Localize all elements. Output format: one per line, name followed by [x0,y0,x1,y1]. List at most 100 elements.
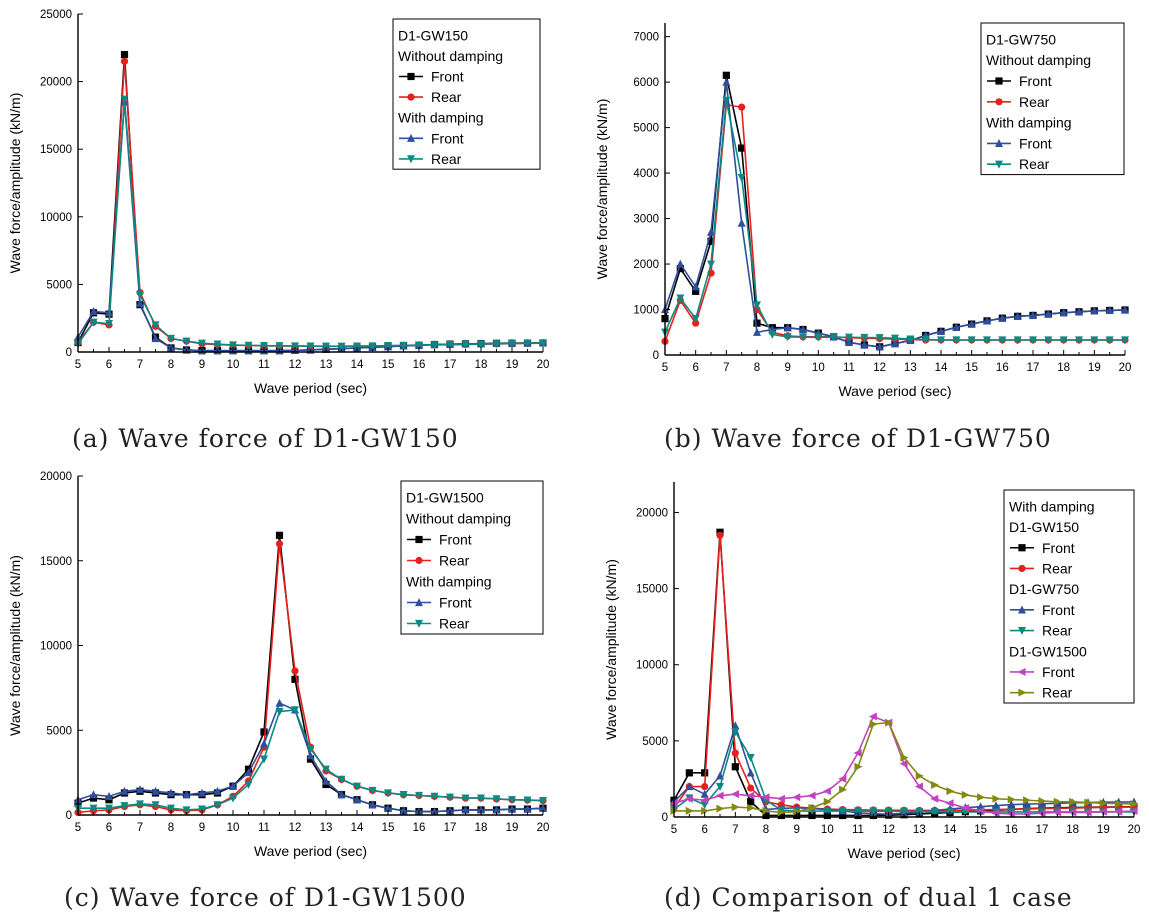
data-point-c-2-8 [198,788,206,797]
data-point-d-2-24 [1038,799,1046,808]
x-tick-label-b-10: 15 [965,362,978,374]
x-tick-label-d-13: 18 [1066,824,1079,836]
data-point-d-4-8 [792,793,801,802]
data-point-a-3-17 [337,342,346,351]
data-point-d-4-19 [960,803,969,812]
x-tick-label-c-8: 13 [320,822,333,834]
x-tick-label-c-13: 18 [475,822,488,834]
data-point-d-5-3 [716,804,725,813]
data-point-c-3-9 [213,801,222,810]
data-point-d-5-24 [1038,797,1047,806]
data-point-c-3-25 [461,794,470,803]
x-axis-title-c: Wave period (sec) [254,843,367,859]
y-tick-label-b-3: 3000 [633,214,659,226]
y-tick-label-c-0: 0 [66,810,72,822]
data-point-d-0-5 [747,798,755,806]
legend-heading-d-1: D1-GW150 [1009,519,1079,535]
data-point-b-3-21 [983,336,991,345]
data-point-c-3-10 [229,794,237,803]
data-point-d-5-28 [1099,799,1108,808]
series-a-3 [74,95,547,351]
data-point-c-3-27 [492,795,501,804]
data-point-c-3-8 [198,805,206,814]
data-point-c-2-17 [337,790,346,799]
data-point-d-3-17 [930,808,939,817]
data-point-c-3-20 [384,789,392,798]
data-point-a-3-1 [89,318,98,327]
data-point-d-2-21 [992,801,1000,810]
x-tick-label-a-15: 20 [537,359,550,371]
y-tick-label-b-6: 6000 [633,77,659,89]
data-point-c-2-12 [260,739,268,748]
data-point-d-1-4 [731,749,739,757]
data-point-b-2-19 [952,322,961,331]
legend-heading-b-4: With damping [986,115,1072,131]
y-tick-label-b-0: 0 [653,350,659,362]
data-point-d-5-26 [1069,797,1078,806]
legend-label-a-5: Front [431,130,464,146]
data-point-b-3-16 [906,335,915,344]
y-tick-label-b-7: 7000 [633,32,659,44]
legend-heading-d-0: With damping [1009,498,1095,514]
x-tick-label-c-4: 9 [199,822,205,834]
data-point-c-2-21 [399,806,408,815]
legend-heading-b-1: Without damping [986,52,1091,68]
data-point-a-3-2 [105,320,113,329]
data-point-b-3-4 [722,96,731,105]
data-point-d-5-17 [931,781,940,790]
data-point-c-2-16 [322,776,330,785]
data-point-a-3-16 [322,342,330,351]
data-point-a-3-3 [120,95,129,104]
x-tick-label-a-0: 5 [75,359,81,371]
data-point-a-3-28 [508,339,516,348]
data-point-b-2-25 [1044,309,1053,318]
data-point-d-5-10 [823,797,832,806]
data-point-a-3-5 [151,321,160,330]
data-point-c-2-7 [182,790,191,799]
data-point-c-2-26 [477,805,485,814]
data-point-d-4-1 [684,794,693,803]
data-point-d-4-15 [899,759,908,768]
x-tick-label-d-3: 8 [763,824,769,836]
x-tick-label-a-13: 18 [475,359,488,371]
data-point-b-2-3 [707,227,715,236]
data-point-b-3-5 [737,174,746,183]
x-tick-label-a-3: 8 [168,359,174,371]
legend-box-d [1003,489,1135,704]
legend-heading-c-1: Without damping [406,511,511,527]
y-tick-label-a-5: 25000 [40,9,72,21]
data-point-b-1-2 [692,319,700,327]
legend-marker-b-6 [995,160,1003,169]
data-point-c-2-11 [244,768,253,777]
series-d-2 [670,721,1138,818]
data-point-d-0-4 [731,763,739,771]
legend-label-d-8: Front [1042,664,1075,680]
data-point-b-1-5 [738,103,746,111]
x-tick-label-b-4: 9 [784,362,790,374]
data-point-b-3-9 [799,333,807,342]
data-point-c-2-19 [368,800,377,809]
data-point-a-3-18 [353,342,361,351]
data-point-a-1-3 [120,57,129,65]
chart-svg-b: 5 6 7 8 9 10 11 12 13 14 15 16 17 18 19 20 0 1000 2000 3000… [594,22,1131,399]
data-point-c-0-12 [260,728,268,736]
x-tick-label-b-5: 10 [812,362,825,374]
data-point-b-3-24 [1029,336,1037,345]
data-point-d-5-29 [1115,799,1124,808]
data-point-d-5-16 [915,771,924,780]
data-point-c-3-19 [368,786,377,795]
data-point-b-2-13 [860,340,869,349]
data-point-d-4-10 [822,787,831,796]
data-point-a-3-10 [229,341,237,350]
data-point-b-2-30 [1121,305,1129,314]
data-point-c-2-25 [461,805,470,814]
chart-panel-d: 5 6 7 8 9 10 11 12 13 14 15 16 17 18 19 20 0 5000 10000 150… [580,470,1149,870]
legend-heading-d-4: D1-GW750 [1009,581,1079,597]
data-point-d-5-2 [701,806,710,815]
data-point-d-5-12 [854,762,863,771]
legend-label-d-3: Rear [1042,560,1073,576]
data-point-d-4-28 [1098,807,1107,816]
data-point-b-3-28 [1090,336,1099,345]
x-tick-label-a-11: 16 [413,359,426,371]
x-tick-label-b-8: 13 [904,362,917,374]
